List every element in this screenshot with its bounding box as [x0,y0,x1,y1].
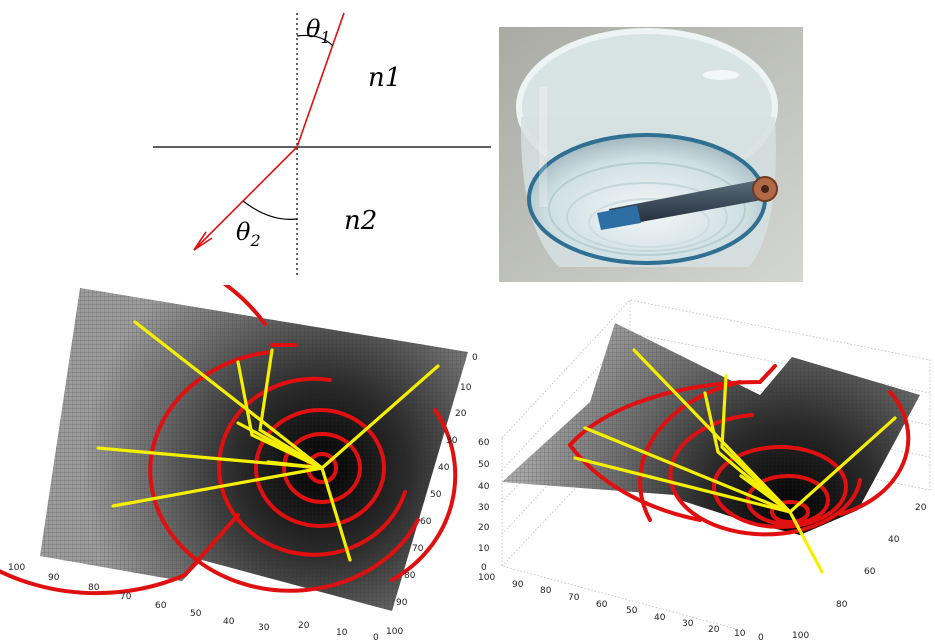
x-tick-label: 60 [596,600,608,610]
x-tick-label: 60 [155,601,167,611]
x-tick-label: 10 [336,628,348,638]
y-tick-label: 80 [404,571,416,581]
surface-plot-3d-view: 0 10 20 30 40 50 60 100 90 80 70 60 50 4… [470,283,935,642]
y-tick-label: 20 [455,409,467,419]
x-tick-label: 100 [8,563,25,573]
x-tick-label: 100 [478,573,495,583]
x-tick-label: 80 [540,586,552,596]
y-tick-label: 50 [430,490,442,500]
x-tick-label: 30 [258,623,270,633]
z-tick-label: 40 [478,482,490,492]
x-tick-label: 20 [298,621,310,631]
theta2-arc [243,201,297,219]
z-tick-label: 10 [478,544,490,554]
y-tick-label: 60 [864,567,876,577]
refraction-diagram: θ1 θ2 n1 n2 [140,0,500,285]
z-tick-label: 60 [478,438,490,448]
z-tick-label: 20 [478,523,490,533]
y-tick-label: 100 [386,627,403,637]
n1-label: n1 [368,63,401,93]
z-tick-label: 50 [478,460,490,470]
x-tick-label: 50 [626,606,638,616]
z-axis: 0 10 20 30 40 50 60 [478,438,490,573]
y-tick-label: 100 [792,631,809,641]
y-tick-label: 20 [915,503,927,513]
x-tick-label: 30 [682,619,694,629]
x-tick-label: 90 [48,573,60,583]
x-tick-label: 90 [512,580,524,590]
x-tick-label: 40 [654,613,666,623]
z-tick-label: 30 [478,503,490,513]
y-tick-label: 40 [888,535,900,545]
n2-label: n2 [344,206,377,236]
x-axis-3d: 100 90 80 70 60 50 40 30 20 10 0 [478,573,764,642]
x-tick-label: 80 [88,583,100,593]
theta1-label: θ1 [306,15,331,47]
x-tick-label: 0 [758,633,764,642]
z-tick-label: 0 [481,563,487,573]
surface-plot-top-view: 100 90 80 70 60 50 40 30 20 10 0 0 10 20… [0,285,490,642]
y-tick-label: 40 [438,463,450,473]
y-tick-label: 60 [420,517,432,527]
x-tick-label: 10 [734,629,746,639]
x-tick-label: 20 [708,625,720,635]
x-tick-label: 70 [120,592,132,602]
x-tick-label: 0 [373,633,379,642]
y-tick-label: 90 [396,598,408,608]
x-tick-label: 50 [190,609,202,619]
theta2-label: θ2 [236,218,261,250]
y-tick-label: 70 [412,544,424,554]
y-tick-label: 30 [446,436,458,446]
y-tick-label: 80 [836,600,848,610]
glass-with-pencil-photo [499,27,803,282]
x-tick-label: 70 [568,593,580,603]
x-tick-label: 40 [223,617,235,627]
